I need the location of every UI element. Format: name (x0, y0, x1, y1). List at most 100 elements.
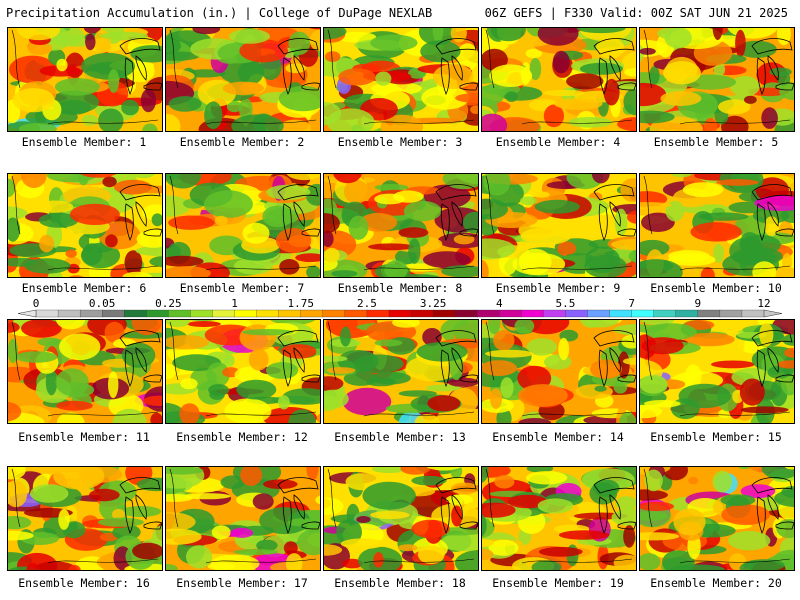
ensemble-member-map (639, 466, 795, 571)
lake-outline (609, 201, 621, 227)
lake-outline (609, 55, 621, 81)
lake-outline (767, 201, 779, 227)
lake-outline (598, 57, 608, 96)
precip-field (324, 467, 478, 570)
lake-outline (751, 184, 793, 201)
lake-outline (451, 55, 463, 81)
precip-field (8, 174, 162, 277)
precip-field (482, 28, 636, 131)
ensemble-member-map (323, 319, 479, 424)
boundary-line (327, 468, 475, 564)
ensemble-member-map (639, 27, 795, 132)
lake-outline (277, 330, 319, 347)
lake-outline (459, 374, 478, 383)
precip-field (166, 174, 320, 277)
ensemble-member-map (323, 173, 479, 278)
boundary-line (11, 321, 159, 417)
ensemble-member-label: Ensemble Member: 15 (650, 430, 782, 444)
lake-outline (593, 38, 635, 55)
boundary-line (11, 175, 159, 271)
precip-field (8, 320, 162, 423)
ensemble-member-label: Ensemble Member: 5 (653, 135, 779, 149)
precip-field (640, 28, 794, 131)
colorbar-tick-label: 0.05 (88, 297, 116, 310)
lake-outline (143, 521, 162, 530)
precip-field (482, 467, 636, 570)
colorbar-swatch (212, 309, 235, 318)
lake-outline (598, 349, 608, 388)
lake-outline (751, 330, 793, 347)
colorbar-swatch (234, 309, 258, 318)
lake-outline (598, 203, 608, 242)
lake-outline (435, 38, 477, 55)
colorbar-tick-label: 7 (628, 297, 635, 310)
boundary-line (643, 468, 791, 564)
lake-outline (459, 521, 478, 530)
ensemble-member-label: Ensemble Member: 19 (492, 576, 624, 590)
colorbar-swatch (322, 309, 346, 318)
lake-outline (282, 496, 292, 535)
colorbar-swatch (344, 309, 368, 318)
ensemble-member-label: Ensemble Member: 11 (18, 430, 150, 444)
lake-outline (282, 57, 292, 96)
colorbar-swatch (168, 309, 191, 318)
lake-outline (617, 374, 636, 383)
colorbar-tick-label: 0 (32, 297, 40, 310)
ensemble-member-map (7, 319, 163, 424)
ensemble-member-label: Ensemble Member: 13 (334, 430, 466, 444)
lake-outline (124, 349, 134, 388)
colorbar-swatch (543, 309, 566, 318)
lake-outline (617, 228, 636, 237)
boundary-line (327, 321, 475, 417)
colorbar-max-arrow (763, 309, 783, 318)
precip-field (324, 320, 478, 423)
precip-field (640, 320, 794, 423)
boundary-line (643, 29, 791, 125)
ensemble-member-map (481, 173, 637, 278)
colorbar-swatch (565, 309, 588, 318)
lake-outline (751, 38, 793, 55)
colorbar-swatch (102, 309, 125, 318)
precip-field (166, 320, 320, 423)
colorbar-swatch (741, 309, 765, 318)
lake-outline (301, 82, 320, 91)
ensemble-member-label: Ensemble Member: 20 (650, 576, 782, 590)
lake-outline (609, 494, 621, 520)
boundary-line (169, 468, 317, 564)
colorbar-tick-label: 3.25 (419, 297, 447, 310)
colorbar-swatch (190, 309, 213, 318)
lake-outline (440, 57, 450, 96)
lake-outline (301, 228, 320, 237)
lake-outline (143, 374, 162, 383)
colorbar-swatch (499, 309, 522, 318)
lake-outline (135, 494, 147, 520)
colorbar-tick-label: 9 (694, 297, 702, 310)
lake-outline (756, 203, 766, 242)
lake-outline (124, 57, 134, 96)
precip-field (8, 467, 162, 570)
ensemble-member-label: Ensemble Member: 2 (179, 135, 305, 149)
colorbar-swatch (256, 309, 280, 318)
ensemble-member-label: Ensemble Member: 1 (21, 135, 147, 149)
colorbar-tick-label: 5.5 (555, 297, 576, 310)
lake-outline (440, 496, 450, 535)
lake-outline (293, 494, 305, 520)
boundary-line (485, 468, 633, 564)
colorbar-swatch (35, 309, 59, 318)
boundary-line (485, 321, 633, 417)
lake-outline (459, 82, 478, 91)
ensemble-member-label: Ensemble Member: 14 (492, 430, 624, 444)
ensemble-member-map (165, 466, 321, 571)
lake-outline (135, 201, 147, 227)
precip-field (640, 467, 794, 570)
lake-outline (435, 184, 477, 201)
lake-outline (440, 349, 450, 388)
lake-outline (593, 477, 635, 494)
lake-outline (301, 374, 320, 383)
precip-field (8, 28, 162, 131)
lake-outline (301, 521, 320, 530)
lake-outline (598, 496, 608, 535)
precip-field (166, 28, 320, 131)
colorbar-swatch (587, 309, 611, 318)
colorbar-swatch (521, 309, 544, 318)
